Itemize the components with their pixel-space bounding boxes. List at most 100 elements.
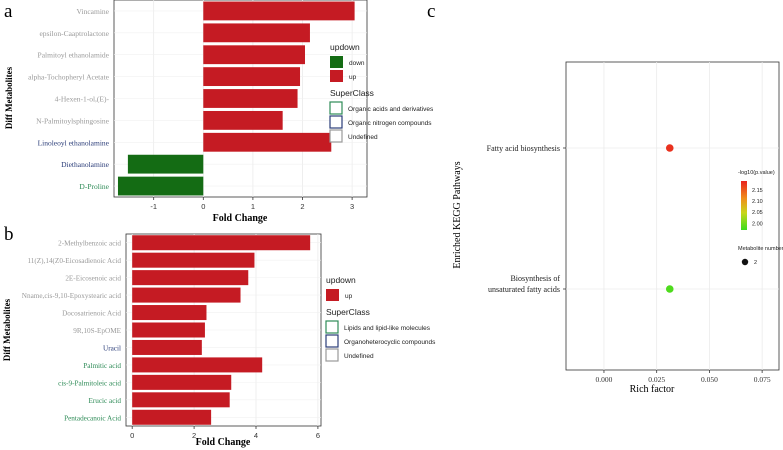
x-tick-label: 0.000: [596, 375, 613, 384]
legend-label: up: [349, 74, 357, 81]
bar: [127, 154, 204, 174]
x-tick-label: 0: [201, 202, 205, 211]
pathway-point: [665, 144, 674, 152]
legend-label: Lipids and lipid-like molecules: [344, 325, 431, 332]
size-legend-label: 2: [754, 260, 757, 266]
x-tick-label: 6: [316, 431, 320, 440]
category-label: Uracil: [103, 344, 121, 352]
panel-label-a: a: [4, 1, 13, 22]
panel-a-chart: Vincamine epsilon-Caaptrolactone Palmitoyl…: [4, 0, 434, 224]
legend-label: Organic acids and derivatives: [348, 106, 434, 113]
legend-title-superclass: SuperClass: [326, 307, 370, 317]
pathway-label: Biosynthesis of: [510, 274, 560, 283]
category-label: Docosatrienoic Acid: [62, 310, 121, 318]
bar: [132, 409, 212, 425]
bar: [132, 305, 207, 321]
legend-swatch: [329, 115, 343, 129]
x-tick-label: 0.050: [701, 375, 718, 384]
colorbar-tick-label: 2.00: [752, 221, 763, 227]
bar: [132, 270, 249, 286]
bar: [132, 339, 202, 355]
x-tick-label: 2: [192, 431, 196, 440]
category-label: Vincamine: [77, 7, 110, 16]
category-label: Palmitoyl ethanolamide: [38, 51, 110, 60]
bar: [132, 357, 263, 373]
x-tick-label: 4: [254, 431, 258, 440]
legend-swatch: [330, 56, 343, 68]
legend-swatch: [326, 289, 339, 301]
size-legend-dot: [741, 258, 749, 266]
category-label: N-Palmitoylsphingosine: [36, 116, 110, 125]
colorbar-tick-label: 2.05: [752, 210, 763, 216]
pathway-label: unsaturated fatty acids: [488, 285, 560, 294]
bar: [203, 1, 355, 21]
x-tick-label: 3: [350, 202, 354, 211]
legend-title-updown: updown: [326, 275, 356, 285]
x-tick-label: 0: [130, 431, 134, 440]
panel-b-ylabel: Diff Metabolites: [2, 298, 12, 361]
x-tick-label: 2: [300, 202, 304, 211]
category-label: Diethanolamine: [61, 160, 110, 169]
panel-a-xlabel: Fold Change: [213, 213, 268, 224]
bar: [132, 392, 230, 408]
legend-label: Organic nitrogen compounds: [348, 120, 432, 127]
category-label: Palmitic acid: [83, 362, 121, 370]
x-tick-label: 1: [251, 202, 255, 211]
category-label: Nname,cis-9,10-Epoxystearic acid: [22, 292, 122, 300]
x-tick-label: -1: [150, 202, 157, 211]
bar: [132, 252, 255, 268]
bar: [117, 176, 204, 196]
category-label: D-Proline: [79, 182, 109, 191]
colorbar: [741, 181, 747, 230]
colorbar-title: -log10(p.value): [738, 170, 775, 176]
category-label: alpha-Tochopheryl Acetate: [28, 73, 110, 82]
legend-title-updown: updown: [330, 42, 360, 52]
legend-label: down: [349, 60, 365, 67]
legend-swatch: [329, 129, 343, 143]
colorbar-tick-label: 2.15: [752, 188, 763, 194]
category-label: 4-Hexen-1-ol,(E)-: [55, 95, 110, 104]
panel-label-b: b: [4, 224, 14, 245]
colorbar-tick-label: 2.10: [752, 199, 763, 205]
legend-label: up: [345, 293, 353, 300]
panel-b-xlabel: Fold Change: [196, 437, 251, 448]
legend-label: Undefined: [344, 353, 374, 360]
legend-swatch: [325, 320, 339, 334]
bar: [132, 322, 205, 338]
bar: [203, 110, 283, 130]
category-label: Erucic acid: [88, 397, 121, 405]
category-label: Pentadecanoic Acid: [64, 414, 121, 422]
category-label: 11(Z),14(Z0-Eicosadienoic Acid: [27, 257, 121, 265]
legend-label: Organoheterocyclic compounds: [344, 339, 436, 346]
legend-swatch: [325, 334, 339, 348]
legend-swatch: [330, 70, 343, 82]
legend-title-superclass: SuperClass: [330, 88, 374, 98]
panel-c-chart: Fatty acid biosynthesis Biosynthesis of un…: [452, 61, 783, 395]
x-tick-label: 0.025: [648, 375, 665, 384]
bar: [203, 89, 298, 108]
pathway-label: Fatty acid biosynthesis: [487, 144, 560, 153]
bar: [132, 235, 311, 251]
bar: [203, 45, 305, 65]
panel-label-c: c: [427, 1, 435, 22]
bar: [203, 23, 310, 43]
panel-c-plot-area: [565, 61, 780, 371]
bar: [203, 67, 301, 87]
category-label: Linoleoyl ethanolamine: [38, 138, 110, 147]
legend-label: Undefined: [348, 134, 378, 141]
legend-swatch: [325, 348, 339, 362]
x-tick-label: 0.075: [754, 375, 771, 384]
panel-b-chart: 2-Methylbenzoic acid 11(Z),14(Z0-Eicosadi…: [2, 233, 436, 448]
legend-swatch: [329, 101, 343, 115]
category-label: 9R,10S-EpOME: [73, 327, 121, 335]
bar: [203, 132, 332, 152]
panel-c-ylabel: Enriched KEGG Pathways: [452, 161, 463, 268]
category-label: epsilon-Caaptrolactone: [39, 29, 109, 38]
panel-c-xlabel: Rich factor: [630, 384, 675, 395]
bar: [132, 374, 232, 390]
bar: [132, 287, 241, 303]
category-label: 2E-Eicosenoic acid: [65, 275, 121, 283]
category-label: cis-9-Palmitoleic acid: [58, 379, 121, 387]
pathway-point: [665, 285, 674, 293]
